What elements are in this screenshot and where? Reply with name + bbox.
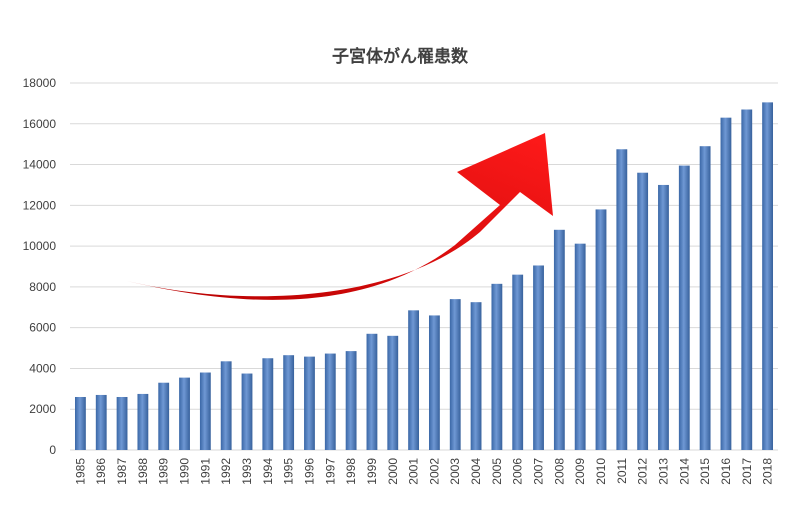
bar-2014 xyxy=(678,165,690,450)
y-tick-label: 0 xyxy=(49,443,56,457)
x-tick-label: 2007 xyxy=(532,458,546,485)
x-tick-label: 2013 xyxy=(656,458,670,485)
x-tick-label: 2002 xyxy=(427,458,441,485)
x-tick-label: 1993 xyxy=(240,458,254,485)
y-tick-label: 18000 xyxy=(23,76,57,90)
y-tick-label: 2000 xyxy=(29,402,56,416)
x-tick-label: 1999 xyxy=(365,458,379,485)
x-tick-label: 1990 xyxy=(178,458,192,485)
bar-1987 xyxy=(116,396,128,450)
bar-2004 xyxy=(470,302,482,450)
bar-2006 xyxy=(512,274,524,450)
y-tick-label: 10000 xyxy=(23,239,57,253)
x-tick-label: 2011 xyxy=(615,458,629,484)
bar-2015 xyxy=(699,146,711,450)
bar-2010 xyxy=(595,209,607,450)
bar-2012 xyxy=(637,172,649,450)
x-tick-label: 1986 xyxy=(94,458,108,485)
bar-2000 xyxy=(387,335,399,450)
bar-1996 xyxy=(304,356,315,450)
x-tick-label: 1994 xyxy=(261,458,275,485)
y-tick-label: 8000 xyxy=(29,280,56,294)
x-tick-label: 2008 xyxy=(552,458,566,485)
x-tick-label: 1997 xyxy=(323,458,337,485)
bar-2009 xyxy=(574,243,586,450)
bar-1989 xyxy=(158,382,170,450)
gridlines xyxy=(70,82,778,451)
bar-1994 xyxy=(262,358,274,450)
bar-1986 xyxy=(95,394,107,450)
bar-2016 xyxy=(720,117,732,451)
bar-2008 xyxy=(553,229,565,450)
bar-1991 xyxy=(199,372,211,450)
bar-1992 xyxy=(220,361,232,450)
x-tick-label: 2003 xyxy=(448,458,462,485)
bar-2007 xyxy=(533,265,544,450)
x-tick-label: 1991 xyxy=(198,458,212,485)
x-tick-label: 1995 xyxy=(282,458,296,485)
x-tick-label: 2015 xyxy=(698,458,712,485)
y-tick-label: 12000 xyxy=(23,198,57,212)
bar-2003 xyxy=(449,299,461,450)
x-tick-label: 2012 xyxy=(636,458,650,485)
x-tick-label: 2000 xyxy=(386,458,400,485)
bar-1993 xyxy=(241,373,253,450)
x-tick-label: 1988 xyxy=(136,458,150,485)
bar-1999 xyxy=(366,333,378,450)
bar-1997 xyxy=(324,353,336,450)
bar-1990 xyxy=(179,377,190,450)
x-tick-label: 2005 xyxy=(490,458,504,485)
x-tick-label: 2001 xyxy=(407,458,421,485)
bar-1998 xyxy=(345,351,357,450)
bar-2018 xyxy=(762,102,774,450)
bar-1985 xyxy=(74,396,86,450)
x-tick-label: 1992 xyxy=(219,458,233,485)
x-tick-label: 2014 xyxy=(677,458,691,485)
x-tick-label: 2006 xyxy=(511,458,525,485)
bar-2002 xyxy=(428,315,440,450)
bar-1988 xyxy=(137,393,149,450)
y-axis: 0 2000 4000 6000 8000 10000 12000 14000 16000 180… xyxy=(23,76,57,457)
x-tick-label: 1989 xyxy=(157,458,171,485)
bar-2013 xyxy=(658,184,669,450)
x-tick-label: 1998 xyxy=(344,458,358,485)
x-tick-label: 1996 xyxy=(302,458,316,485)
x-tick-label: 2016 xyxy=(719,458,733,485)
x-tick-label: 2004 xyxy=(469,458,483,485)
bar-1995 xyxy=(283,355,295,450)
x-tick-label: 1987 xyxy=(115,458,129,485)
y-tick-label: 6000 xyxy=(29,321,56,335)
x-axis: 1985 1986 1987 1988 1989 1990 1991 1992 1993 1994… xyxy=(73,458,774,485)
bar-2001 xyxy=(408,310,420,450)
bar-2005 xyxy=(491,283,503,450)
chart-title: 子宮体がん罹患数 xyxy=(332,46,469,67)
y-tick-label: 14000 xyxy=(23,158,57,172)
y-tick-label: 16000 xyxy=(23,117,57,131)
x-tick-label: 2018 xyxy=(761,458,775,485)
bars xyxy=(74,102,774,451)
x-tick-label: 2017 xyxy=(740,458,754,485)
bar-2011 xyxy=(616,149,628,450)
trend-arrow-icon xyxy=(127,133,553,300)
x-tick-label: 2009 xyxy=(573,458,587,485)
x-tick-label: 2010 xyxy=(594,458,608,485)
y-tick-label: 4000 xyxy=(29,361,56,375)
bar-2017 xyxy=(741,109,753,450)
x-tick-label: 1985 xyxy=(73,458,87,485)
